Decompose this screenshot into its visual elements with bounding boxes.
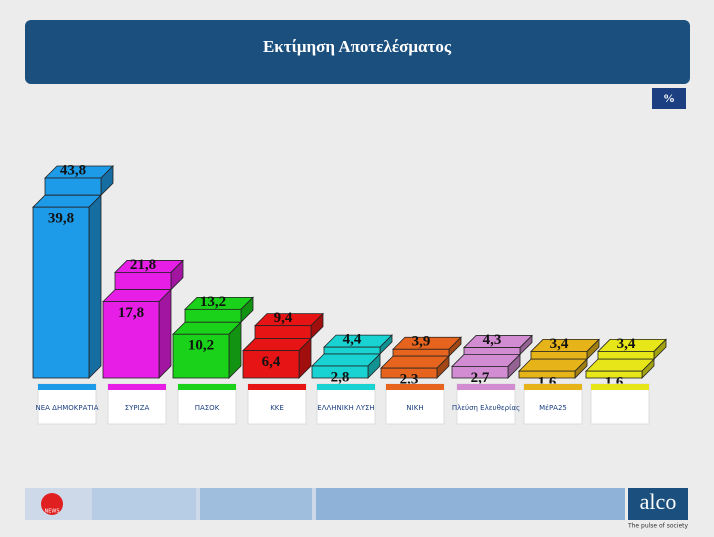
bar-front <box>32 206 90 379</box>
bar-box <box>597 338 667 361</box>
value-label: 3,4 <box>617 336 636 352</box>
party-logo-accent <box>248 384 306 390</box>
bar-box <box>102 288 172 379</box>
bar-box <box>114 259 184 291</box>
value-label: 13,2 <box>200 294 226 310</box>
bar-front <box>254 325 312 339</box>
footer-segment <box>200 488 312 520</box>
bar-front <box>102 301 160 379</box>
category-label: ΝΙΚΗ <box>406 404 423 412</box>
category-label: ΚΚΕ <box>270 404 284 412</box>
party-logo-accent <box>386 384 444 390</box>
bar-front <box>597 351 655 360</box>
bar-box <box>585 358 655 379</box>
bar-side <box>88 194 102 379</box>
unit-badge-box <box>652 88 686 109</box>
brand-box <box>628 488 688 520</box>
bar-front <box>311 365 369 379</box>
bar-front <box>530 351 588 360</box>
value-label: 17,8 <box>118 305 144 321</box>
party-logo <box>107 383 167 425</box>
bar-front <box>463 347 521 355</box>
brand: alco <box>640 489 677 514</box>
bar-box <box>254 312 324 340</box>
party-logo-accent <box>178 384 236 390</box>
category-label: Πλεύση Ελευθερίας <box>452 404 520 412</box>
party-logo <box>316 383 376 425</box>
bar-box <box>311 353 381 379</box>
category-label: ΣΥΡΙΖΑ <box>125 404 150 412</box>
bar-front <box>451 366 509 379</box>
value-label: 10,2 <box>188 338 214 354</box>
bar-box <box>530 338 600 361</box>
value-label: 21,8 <box>130 257 156 273</box>
chart-title: Εκτίμηση Αποτελέσματος <box>263 37 452 56</box>
unit-badge: % <box>663 91 675 105</box>
party-logo-accent <box>38 384 96 390</box>
bar-box <box>451 353 521 379</box>
value-label: 2,7 <box>471 370 490 386</box>
bar-side <box>158 288 172 379</box>
party-logo <box>523 383 583 425</box>
party-logo <box>37 383 97 425</box>
category-label: ΠΑΣΟΚ <box>195 404 220 412</box>
bar-front <box>392 348 450 357</box>
bar-box <box>463 334 533 356</box>
category-label: ΜέΡΑ25 <box>539 404 567 412</box>
category-label: ΕΛΛΗΝΙΚΗ ΛΥΣΗ <box>317 404 374 412</box>
value-label: 2,8 <box>331 369 350 385</box>
channel-label: NEWS <box>44 509 59 515</box>
bar-front <box>242 350 300 379</box>
bar-front <box>184 308 242 323</box>
footer-segment <box>316 488 625 520</box>
bar-box <box>172 321 242 379</box>
bar-front <box>323 346 381 355</box>
bar-box <box>380 355 450 379</box>
value-label: 9,4 <box>274 310 293 326</box>
bar-box <box>242 337 312 379</box>
party-logo-accent <box>457 384 515 390</box>
value-label: 3,4 <box>550 336 569 352</box>
party-logo-accent <box>108 384 166 390</box>
value-label: 3,9 <box>412 334 431 350</box>
bar-box <box>184 296 254 324</box>
party-logo-accent <box>317 384 375 390</box>
category-label: ΝΕΑ ΔΗΜΟΚΡΑΤΙΑ <box>35 404 98 412</box>
bar-front <box>585 370 643 379</box>
value-label: 43,8 <box>60 162 86 178</box>
bar-box <box>323 334 393 355</box>
bar-front <box>518 370 576 379</box>
bar-front <box>380 367 438 379</box>
party-logo-accent <box>524 384 582 390</box>
footer-segment <box>92 488 196 520</box>
value-label: 39,8 <box>48 211 74 227</box>
party-logo <box>177 383 237 425</box>
bar-box <box>518 358 588 379</box>
title-banner <box>25 20 690 84</box>
party-logo-accent <box>591 384 649 390</box>
party-logo <box>247 383 307 425</box>
bar-front <box>114 272 172 290</box>
bar-box <box>32 194 102 379</box>
bar-box <box>44 165 114 197</box>
value-label: 6,4 <box>262 354 281 370</box>
tagline: The pulse of society <box>627 523 689 530</box>
value-label: 4,4 <box>343 332 362 348</box>
channel-logo <box>41 493 63 515</box>
value-label: 4,3 <box>483 332 502 348</box>
bar-front <box>172 333 230 379</box>
bar-front <box>44 177 102 196</box>
